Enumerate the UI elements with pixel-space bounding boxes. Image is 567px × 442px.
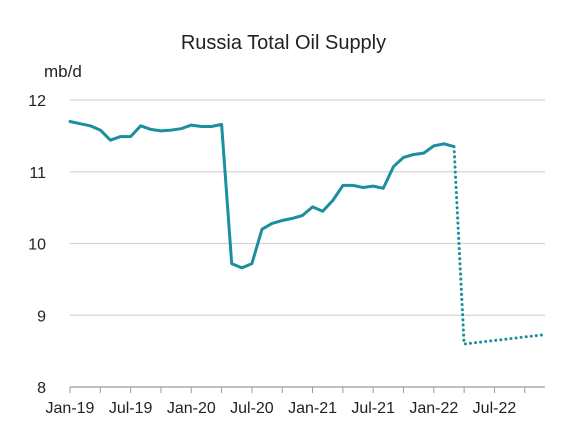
y-tick-label: 8 <box>37 380 46 397</box>
x-tick-label: Jul-20 <box>230 400 274 417</box>
chart-title: Russia Total Oil Supply <box>180 32 387 54</box>
y-tick-label: 12 <box>28 93 46 110</box>
x-tick-label: Jul-21 <box>351 400 395 417</box>
x-tick-label: Jan-20 <box>167 400 216 417</box>
y-tick-label: 10 <box>28 237 46 254</box>
x-tick-label: Jul-19 <box>109 400 153 417</box>
series-line-forecast <box>452 145 547 346</box>
y-axis-unit-label: mb/d <box>44 62 82 81</box>
x-tick-label: Jul-22 <box>473 400 517 417</box>
series-line-actual <box>68 120 456 270</box>
x-tick-label: Jan-22 <box>409 400 458 417</box>
x-tick-label: Jan-21 <box>288 400 337 417</box>
y-tick-label: 9 <box>37 308 46 325</box>
y-tick-label: 11 <box>29 165 46 182</box>
x-tick-label: Jan-19 <box>46 400 95 417</box>
